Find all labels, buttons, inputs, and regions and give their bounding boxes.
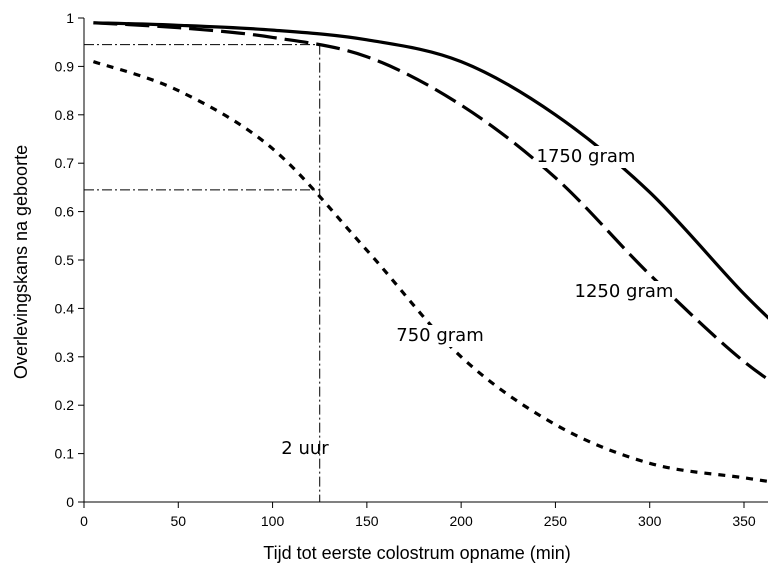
ticks: 0 50 100 150 200 250 300 350 0 0.1 0.2 0.3 0.4 0.5 0.6… — [55, 10, 756, 529]
series-line-0 — [93, 21, 768, 320]
series-line-1 — [93, 21, 768, 382]
y-tick-label: 0.1 — [55, 446, 75, 462]
axes — [83, 18, 768, 503]
y-tick-label: 0.7 — [55, 155, 75, 171]
x-axis-title: Tijd tot eerste colostrum opname (min) — [263, 543, 570, 563]
y-tick-label: 0.5 — [55, 252, 75, 268]
series-label: 750 gram — [396, 325, 483, 346]
y-tick-label: 1 — [66, 10, 74, 26]
series-labels: 1750 gram 1250 gram 750 gram — [392, 146, 673, 347]
y-tick-label: 0.3 — [55, 349, 75, 365]
series-label: 1750 gram — [537, 146, 636, 167]
y-axis-title: Overlevingskans na geboorte — [11, 145, 31, 379]
series-line-2 — [92, 60, 768, 483]
x-tick-label: 150 — [355, 513, 379, 529]
series-curves — [92, 21, 768, 483]
y-tick-label: 0 — [66, 494, 74, 510]
x-tick-label: 100 — [261, 513, 285, 529]
x-tick-label: 50 — [170, 513, 186, 529]
y-tick-label: 0.4 — [55, 300, 75, 316]
series-label: 1250 gram — [575, 281, 674, 302]
series-label-backing — [576, 281, 672, 303]
x-tick-label: 200 — [449, 513, 473, 529]
x-tick-label: 300 — [638, 513, 662, 529]
reference-lines — [84, 44, 321, 502]
y-tick-label: 0.6 — [55, 204, 75, 220]
series-label-backing — [392, 325, 488, 347]
series-label-group: 1750 gram — [537, 146, 636, 168]
x-tick-label: 0 — [80, 513, 88, 529]
y-tick-label: 0.9 — [55, 58, 75, 74]
series-label-group: 1250 gram — [575, 281, 674, 303]
x-tick-label: 250 — [544, 513, 568, 529]
y-tick-label: 0.2 — [55, 397, 75, 413]
series-label-group: 750 gram — [392, 325, 488, 347]
reference-label: 2 uur — [281, 438, 329, 459]
x-tick-label: 350 — [732, 513, 756, 529]
y-tick-label: 0.8 — [55, 107, 75, 123]
series-label-backing — [538, 146, 634, 168]
